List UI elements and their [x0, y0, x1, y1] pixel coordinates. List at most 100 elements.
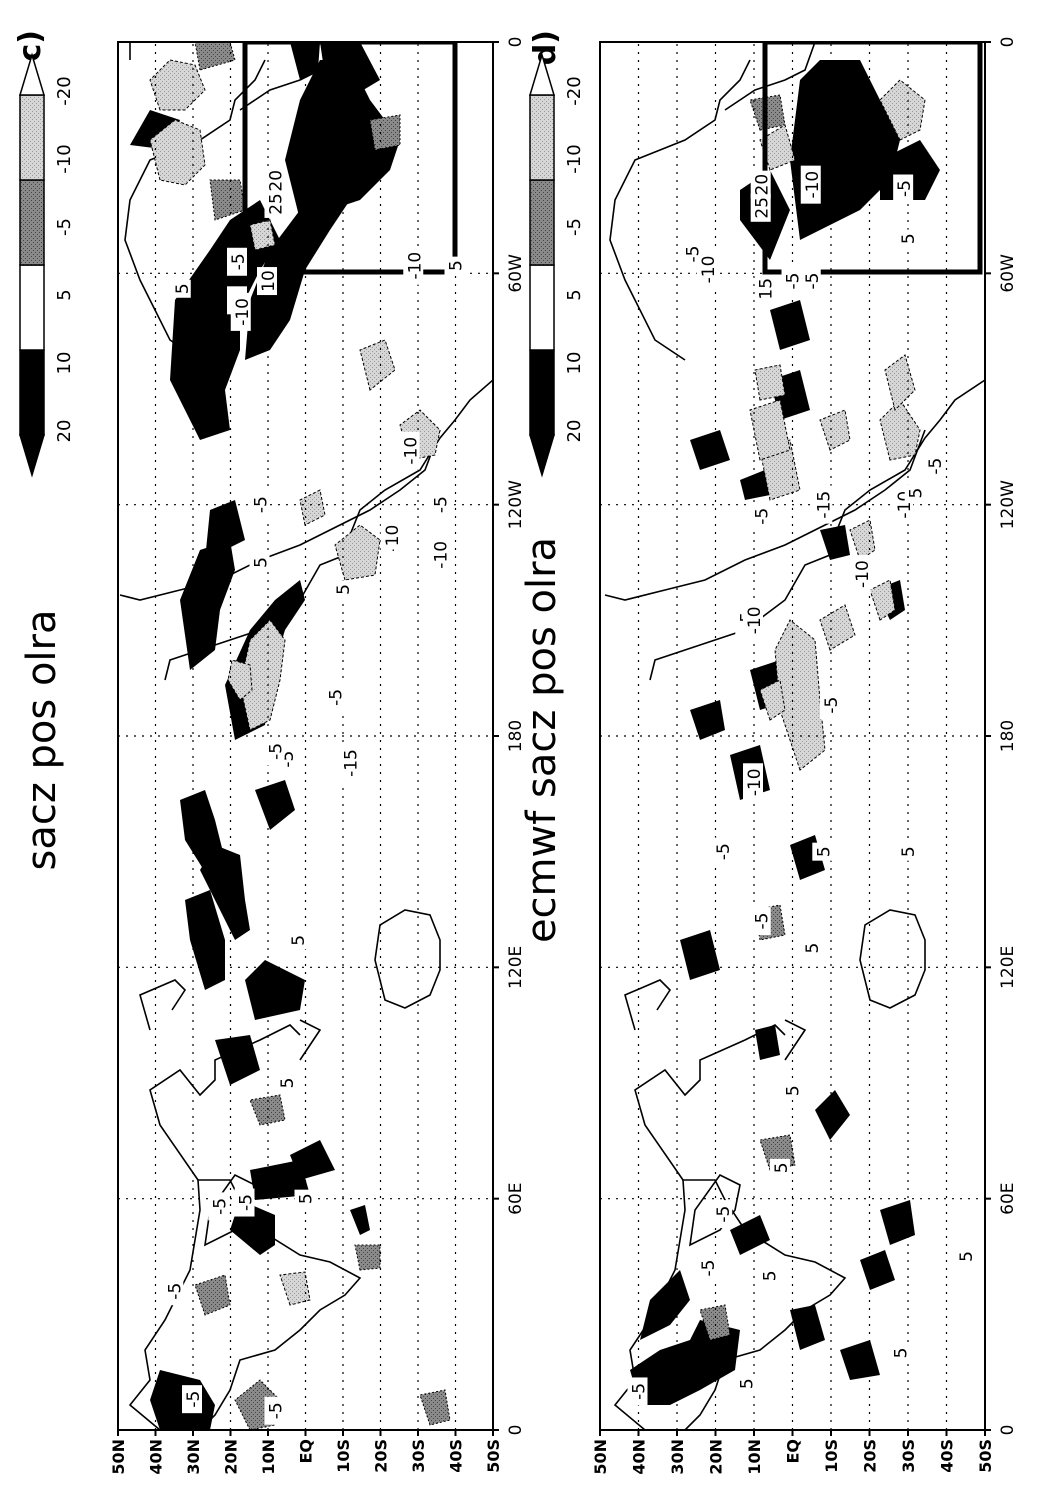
contour-label: 5	[772, 1162, 792, 1173]
contour-label: 5	[737, 1378, 757, 1389]
lat-tick-label: 30N	[184, 1439, 203, 1475]
panel-c-positive-anomalies	[130, 42, 400, 1430]
contour-label-bg	[812, 842, 833, 861]
contour-label: -5	[822, 697, 842, 714]
contour-label: -5	[895, 180, 915, 197]
colorbar-segment	[19, 264, 45, 351]
colorbar-segment	[529, 179, 555, 266]
lat-tick-label: 10N	[259, 1439, 278, 1475]
contour-label: -10	[402, 437, 422, 465]
colorbar-segment	[19, 179, 45, 266]
colorbar-label: 10	[54, 352, 75, 375]
contour-label: 5	[899, 233, 919, 244]
contour-label-bg	[954, 1247, 975, 1266]
contour-label-bg	[627, 1377, 648, 1406]
colorbar-label: 10	[564, 352, 585, 375]
contour-label-bg	[850, 555, 871, 594]
contour-label-bg	[743, 601, 763, 640]
contour-label: -15	[342, 749, 362, 777]
colorbar-label: -10	[564, 144, 585, 173]
contour-label-bg	[403, 246, 424, 285]
panel-d-contour-labels: -5-5-5555555-5-55-1055-5-5-10-5-15-10-10…	[627, 165, 977, 1406]
contour-label: -10	[745, 606, 765, 634]
contour-label: -10	[432, 541, 452, 569]
contour-label: -5	[926, 458, 946, 475]
lon-tick-label: 60W	[506, 254, 526, 293]
contour-label-bg	[339, 743, 360, 782]
contour-label: -5	[683, 246, 703, 263]
panel-c-letter: c)	[13, 30, 48, 62]
contour-label-bg	[681, 240, 702, 269]
contour-label-bg	[820, 691, 840, 720]
panel-c-colorbar: 20 10 5 -5 -10 -20	[18, 52, 75, 478]
panel-d-letter: d)	[528, 30, 563, 65]
contour-label: 5	[334, 584, 354, 595]
contour-label: 20	[753, 174, 773, 196]
lat-tick-label: 50N	[109, 1439, 128, 1475]
contour-label: -15	[814, 491, 834, 519]
contour-label: 5	[447, 260, 467, 271]
contour-label: 5	[289, 935, 309, 946]
lon-tick-label: 0	[998, 1425, 1018, 1436]
contour-label-bg	[712, 837, 733, 866]
contour-label-bg	[249, 490, 270, 519]
contour-label-bg	[743, 763, 763, 802]
contour-label: 5	[803, 943, 823, 954]
contour-label-bg	[781, 1081, 802, 1100]
contour-label-bg	[380, 521, 401, 550]
contour-label-bg	[399, 431, 420, 470]
panel-d-colorbar: 20 10 5 -5 -10 -20	[528, 52, 585, 478]
contour-label-bg	[257, 267, 277, 296]
lat-tick-label: 10N	[745, 1439, 764, 1475]
contour-label-bg	[230, 292, 251, 331]
contour-label: 5	[899, 846, 919, 857]
contour-label: 10	[259, 270, 279, 292]
panel-d-title: ecmwf sacz pos olra	[519, 537, 565, 943]
contour-label: 15	[757, 278, 777, 300]
contour-label: -5	[714, 1206, 734, 1223]
contour-label-bg	[264, 189, 285, 218]
contour-label-bg	[182, 1385, 202, 1414]
contour-label: -10	[405, 252, 425, 280]
contour-label: 5	[891, 1347, 911, 1358]
lon-tick-label: 120E	[998, 946, 1018, 989]
contour-label: 5	[784, 1085, 804, 1096]
contour-label-bg	[758, 1266, 779, 1285]
lat-tick-label: 10S	[334, 1439, 353, 1473]
colorbar-label: 20	[564, 420, 585, 443]
contour-label-bg	[163, 1277, 184, 1306]
colorbar-label: 5	[54, 289, 75, 300]
lon-tick-label: 0	[506, 1425, 526, 1436]
colorbar-label: 20	[54, 420, 75, 443]
colorbar-segment	[529, 264, 555, 351]
contour-label: 25	[753, 197, 773, 219]
colorbar-label: -20	[564, 76, 585, 105]
contour-label-bg	[208, 1192, 229, 1221]
contour-label-bg	[696, 250, 717, 289]
contour-label: -5	[252, 496, 272, 513]
contour-label-bg	[332, 580, 352, 599]
contour-label-bg	[429, 535, 450, 574]
colorbar-segment	[529, 94, 555, 181]
contour-label-bg	[769, 1158, 790, 1177]
contour-label: -10	[699, 256, 719, 284]
lat-tick-label: 30N	[668, 1439, 687, 1475]
panel-c: sacz pos olra c) 20 10 5 -5 -10 -20	[13, 30, 526, 1475]
colorbar-segment	[529, 349, 555, 436]
panel-d-sacz-box	[762, 42, 983, 275]
colorbar-label: -20	[54, 76, 75, 105]
contour-label-bg	[264, 737, 285, 766]
colorbar-end-right	[18, 52, 46, 96]
colorbar-label: -5	[54, 218, 75, 236]
contour-label: -5	[753, 913, 773, 930]
lon-tick-label: 60E	[506, 1182, 526, 1214]
lat-tick-label: 50S	[976, 1439, 995, 1473]
contour-label: -5	[210, 1198, 230, 1215]
lat-tick-label: 40N	[630, 1439, 649, 1475]
contour-label-bg	[800, 267, 821, 296]
contour-label: 10	[383, 525, 403, 547]
contour-label: 5	[760, 1270, 780, 1281]
